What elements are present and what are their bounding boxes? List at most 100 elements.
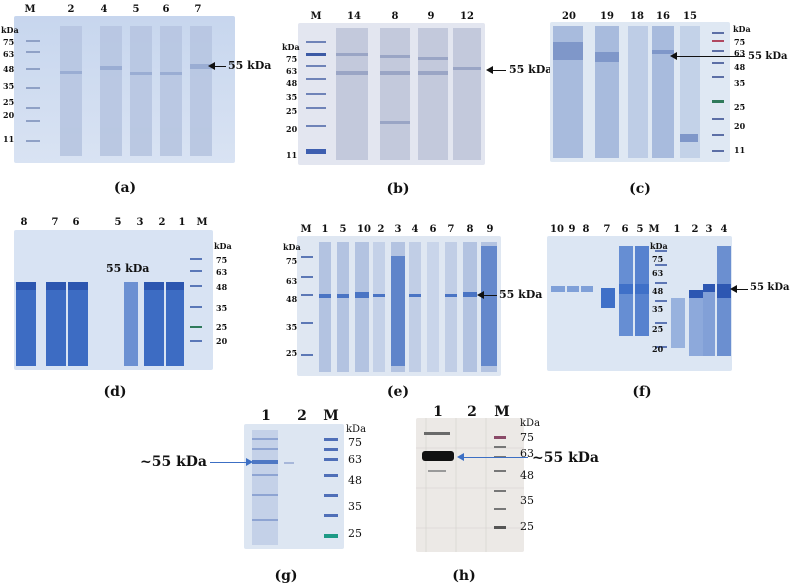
marker-label: 48 — [3, 64, 15, 74]
kda-label: kDa — [733, 24, 751, 34]
lane-label: 6 — [72, 217, 80, 228]
marker-label: 75 — [286, 256, 298, 266]
gel-image-f — [547, 236, 732, 371]
marker-label: 63 — [216, 267, 228, 277]
marker-label: 25 — [348, 527, 362, 540]
lane-label: 5 — [636, 224, 644, 235]
lane-label: M — [24, 4, 36, 15]
marker-label: 63 — [3, 49, 15, 59]
arrow-head — [246, 458, 253, 466]
marker-label: 25 — [3, 97, 15, 107]
lane-label: 7 — [603, 224, 611, 235]
arrow-head — [457, 453, 464, 461]
lane-label: 5 — [114, 217, 122, 228]
band-annotation: ~55 kDa — [532, 450, 599, 466]
gel-image-c — [550, 22, 730, 162]
marker-label: 63 — [348, 453, 362, 466]
lane-label: 2 — [377, 224, 385, 235]
arrow-head — [208, 62, 215, 70]
kda-label: kDa — [283, 242, 301, 252]
lane-label: 16 — [656, 11, 670, 22]
lane-label: 1 — [321, 224, 329, 235]
panel-caption: (b) — [386, 181, 410, 197]
arrow-line — [481, 295, 497, 297]
marker-label: 63 — [286, 276, 298, 286]
band-annotation: 55 kDa — [509, 63, 553, 76]
lane-label: 10 — [357, 224, 371, 235]
lane-label: 1 — [673, 224, 681, 235]
blot-image-h — [416, 418, 524, 552]
lane-label: 4 — [720, 224, 728, 235]
lane-label: 19 — [600, 11, 614, 22]
lane-label: M — [648, 224, 660, 235]
lane-label: 1 — [261, 408, 271, 424]
lane-label: 2 — [297, 408, 307, 424]
lane-label: 4 — [100, 4, 108, 15]
marker-label: 11 — [734, 145, 746, 155]
lane-label: 6 — [621, 224, 629, 235]
kda-label: kDa — [1, 25, 19, 35]
marker-label: 75 — [3, 37, 15, 47]
lane-label: 20 — [562, 11, 576, 22]
panel-caption: (d) — [103, 384, 127, 400]
marker-label: 20 — [3, 110, 15, 120]
marker-label: 63 — [286, 66, 298, 76]
arrow-head — [730, 285, 737, 293]
gel-image-b — [298, 23, 485, 165]
kda-label: kDa — [650, 241, 668, 251]
lane-label: 5 — [339, 224, 347, 235]
marker-label: 63 — [520, 447, 534, 460]
marker-label: 20 — [216, 336, 228, 346]
marker-label: 48 — [348, 474, 362, 487]
lane-label: 12 — [460, 11, 474, 22]
gel-b-svg — [298, 23, 485, 165]
marker-label: 63 — [734, 48, 746, 58]
arrow-head — [670, 52, 677, 60]
marker-label: 48 — [652, 286, 664, 296]
marker-label: 25 — [520, 520, 534, 533]
marker-label: 35 — [3, 81, 15, 91]
lane-label: 2 — [467, 404, 477, 420]
lane-label: 8 — [466, 224, 474, 235]
marker-label: 35 — [652, 304, 664, 314]
marker-label: 25 — [286, 348, 298, 358]
band-annotation: 55 kDa — [228, 59, 272, 72]
marker-label: 75 — [348, 436, 362, 449]
lane-label: 3 — [136, 217, 144, 228]
ladder-band — [26, 68, 40, 70]
kda-label: kDa — [214, 241, 232, 251]
marker-label: 20 — [652, 344, 664, 354]
gel-image-d — [14, 230, 213, 370]
band-annotation: 55 kDa — [748, 51, 788, 62]
lane-label: 6 — [429, 224, 437, 235]
marker-label: 75 — [520, 431, 534, 444]
lane-label: M — [494, 404, 510, 420]
marker-label: 48 — [216, 282, 228, 292]
ladder-band — [26, 87, 40, 89]
arrow-line — [734, 289, 748, 291]
lane-label: M — [300, 224, 312, 235]
marker-label: 48 — [286, 294, 298, 304]
lane-label: 8 — [20, 217, 28, 228]
lane-label: M — [310, 11, 322, 22]
marker-label: 75 — [734, 37, 746, 47]
arrow-head — [486, 66, 493, 74]
marker-label: 35 — [520, 494, 534, 507]
marker-label: 48 — [520, 469, 534, 482]
marker-label: 25 — [652, 324, 664, 334]
gel-image-e — [297, 236, 501, 376]
panel-caption: (h) — [452, 568, 476, 584]
marker-label: 35 — [216, 303, 228, 313]
lane-label: 15 — [683, 11, 697, 22]
marker-label: 35 — [286, 322, 298, 332]
arrow-head — [477, 291, 484, 299]
kda-label: kDa — [346, 424, 367, 435]
lane-label: 1 — [178, 217, 186, 228]
lane-label: 2 — [67, 4, 75, 15]
marker-label: 20 — [286, 124, 298, 134]
ladder-band — [26, 107, 40, 109]
lane-label: 14 — [347, 11, 361, 22]
marker-label: 11 — [286, 150, 298, 160]
arrow-line — [210, 462, 248, 464]
marker-label: 75 — [286, 54, 298, 64]
